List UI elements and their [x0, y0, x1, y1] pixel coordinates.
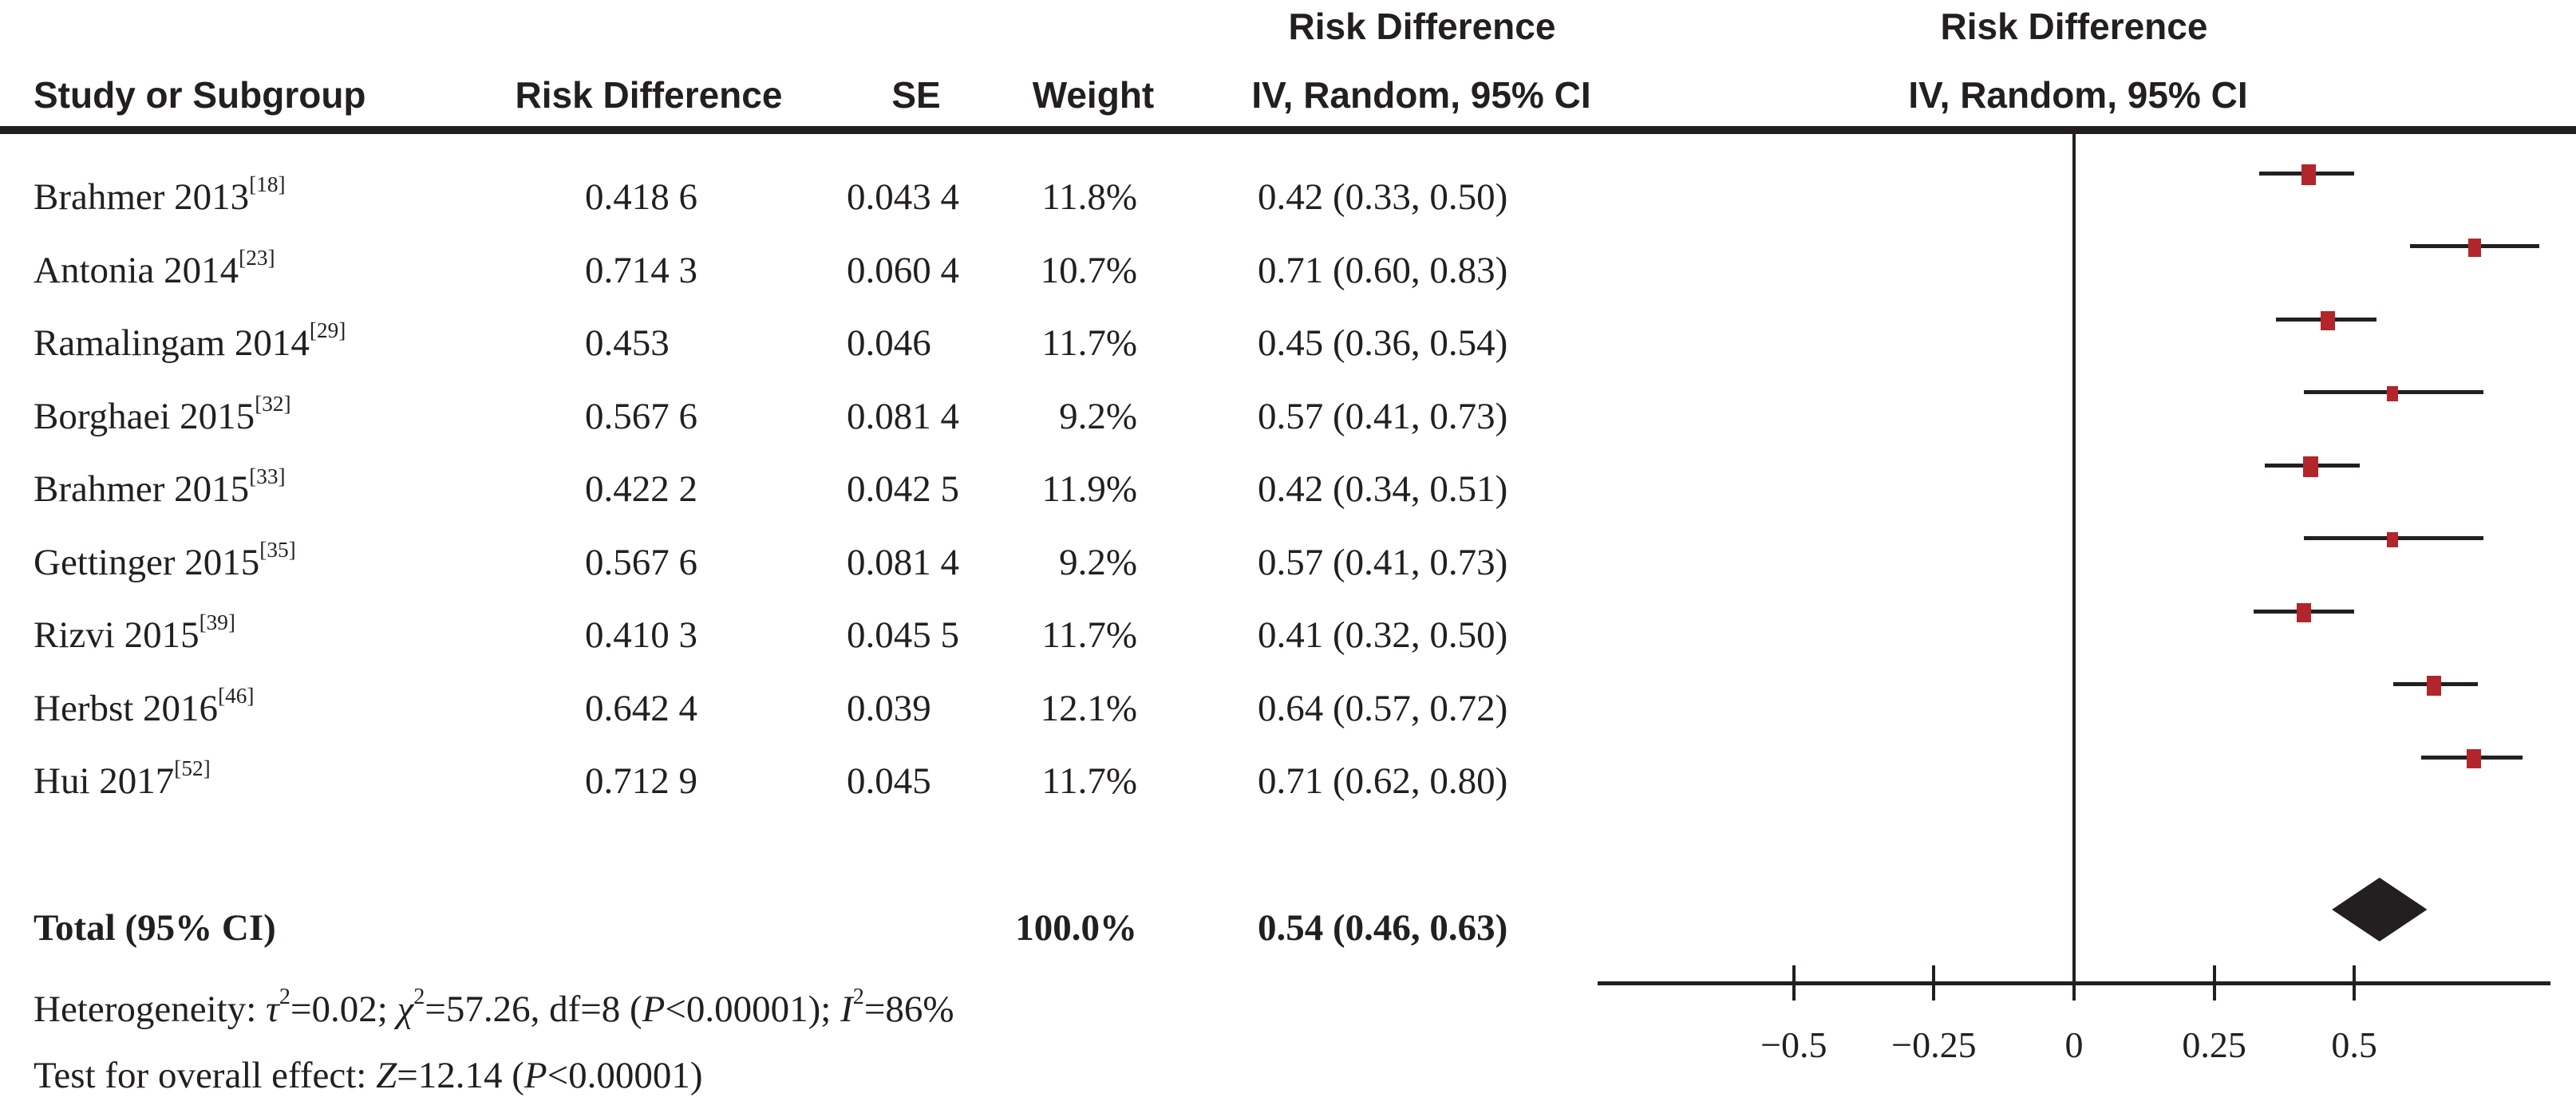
ci-value: 0.64 (0.57, 0.72) — [1258, 687, 1508, 729]
effect-marker — [2467, 239, 2481, 257]
effect-marker — [2466, 748, 2481, 769]
ci-value: 0.71 (0.62, 0.80) — [1258, 760, 1508, 802]
study-label: Brahmer 2013[18] — [34, 172, 286, 218]
se-value: 0.046 — [847, 322, 931, 364]
study-ref-superscript: [52] — [174, 756, 211, 781]
study-label: Antonia 2014[23] — [34, 245, 275, 291]
weight-value: 9.2% — [1059, 395, 1137, 437]
study-label: Herbst 2016[46] — [34, 683, 255, 729]
study-ref-superscript: [46] — [218, 683, 255, 708]
se-value: 0.081 4 — [847, 541, 959, 583]
weight-value: 11.8% — [1041, 176, 1137, 218]
study-label: Rizvi 2015[39] — [34, 610, 235, 656]
rd-value: 0.422 2 — [585, 468, 697, 510]
axis-tick-label: 0.5 — [2331, 1024, 2377, 1065]
rd-value: 0.567 6 — [585, 541, 697, 583]
column-header-ci-plot: IV, Random, 95% CI — [1908, 74, 2248, 116]
ci-value: 0.42 (0.33, 0.50) — [1258, 176, 1508, 218]
overall-effect-note: Test for overall effect: Z=12.14 (P<0.00… — [34, 1055, 703, 1096]
axis-tick — [2212, 965, 2216, 1001]
study-label: Brahmer 2015[33] — [34, 464, 286, 510]
heterogeneity-note: Heterogeneity: τ2=0.02; χ2=57.26, df=8 (… — [34, 984, 954, 1030]
total-ci: 0.54 (0.46, 0.63) — [1258, 907, 1508, 949]
total-label: Total (95% CI) — [34, 907, 276, 949]
study-label: Gettinger 2015[35] — [34, 537, 296, 583]
axis-tick — [2353, 965, 2357, 1001]
effect-marker — [2303, 456, 2318, 477]
rd-value: 0.714 3 — [585, 249, 697, 291]
rd-value: 0.410 3 — [585, 614, 697, 656]
ci-value: 0.41 (0.32, 0.50) — [1258, 614, 1508, 656]
zero-reference-line — [2072, 134, 2076, 983]
study-ref-superscript: [35] — [259, 537, 296, 562]
study-label: Borghaei 2015[32] — [34, 391, 291, 437]
se-value: 0.043 4 — [847, 176, 959, 218]
study-label: Ramalingam 2014[29] — [34, 318, 346, 364]
study-ref-superscript: [18] — [249, 172, 286, 197]
weight-value: 11.7% — [1041, 322, 1137, 364]
se-value: 0.060 4 — [847, 249, 959, 291]
rd-value: 0.567 6 — [585, 395, 697, 437]
effect-marker — [2297, 602, 2312, 623]
axis-tick — [1932, 965, 1936, 1001]
se-value: 0.045 — [847, 760, 931, 802]
column-header-weight: Weight — [1032, 74, 1155, 116]
axis-tick-label: 0.25 — [2182, 1024, 2246, 1065]
se-value: 0.081 4 — [847, 395, 959, 437]
effect-marker — [2386, 531, 2398, 548]
header-divider-rule — [0, 126, 2576, 134]
se-value: 0.042 5 — [847, 468, 959, 510]
study-ref-superscript: [29] — [309, 318, 346, 343]
ci-value: 0.71 (0.60, 0.83) — [1258, 249, 1508, 291]
study-ref-superscript: [23] — [239, 245, 275, 270]
column-header-ci-text: IV, Random, 95% CI — [1251, 74, 1591, 116]
effect-marker — [2426, 675, 2442, 697]
study-ref-superscript: [39] — [199, 610, 235, 635]
summary-diamond — [2332, 878, 2428, 941]
ci-value: 0.57 (0.41, 0.73) — [1258, 395, 1508, 437]
axis-tick — [1792, 965, 1796, 1001]
effect-marker — [2386, 385, 2398, 402]
ci-value: 0.42 (0.34, 0.51) — [1258, 468, 1508, 510]
weight-value: 10.7% — [1040, 249, 1137, 291]
ci-value: 0.45 (0.36, 0.54) — [1258, 322, 1508, 364]
total-weight: 100.0% — [1015, 907, 1137, 949]
study-ref-superscript: [33] — [249, 464, 286, 489]
ci-value: 0.57 (0.41, 0.73) — [1258, 541, 1508, 583]
axis-tick-label: −0.25 — [1891, 1024, 1977, 1065]
effect-marker — [2321, 310, 2336, 331]
rd-value: 0.418 6 — [585, 176, 697, 218]
study-label: Hui 2017[52] — [34, 756, 211, 802]
column-group-title-plot: Risk Difference — [1940, 6, 2208, 47]
rd-value: 0.642 4 — [585, 687, 697, 729]
column-header-risk-difference: Risk Difference — [515, 74, 783, 116]
column-group-title-effect: Risk Difference — [1288, 6, 1556, 47]
column-header-se: SE — [891, 74, 941, 116]
weight-value: 11.7% — [1041, 760, 1137, 802]
column-header-study: Study or Subgroup — [34, 74, 366, 116]
study-ref-superscript: [32] — [255, 391, 291, 416]
se-value: 0.039 — [847, 687, 931, 729]
weight-value: 11.9% — [1041, 468, 1137, 510]
weight-value: 9.2% — [1059, 541, 1137, 583]
weight-value: 12.1% — [1040, 687, 1137, 729]
weight-value: 11.7% — [1041, 614, 1137, 656]
rd-value: 0.453 — [585, 322, 670, 364]
rd-value: 0.712 9 — [585, 760, 697, 802]
axis-tick-label: 0 — [2064, 1024, 2084, 1065]
axis-tick-label: −0.5 — [1760, 1024, 1827, 1065]
effect-marker — [2301, 164, 2316, 185]
se-value: 0.045 5 — [847, 614, 959, 656]
axis-tick — [2072, 965, 2076, 1001]
